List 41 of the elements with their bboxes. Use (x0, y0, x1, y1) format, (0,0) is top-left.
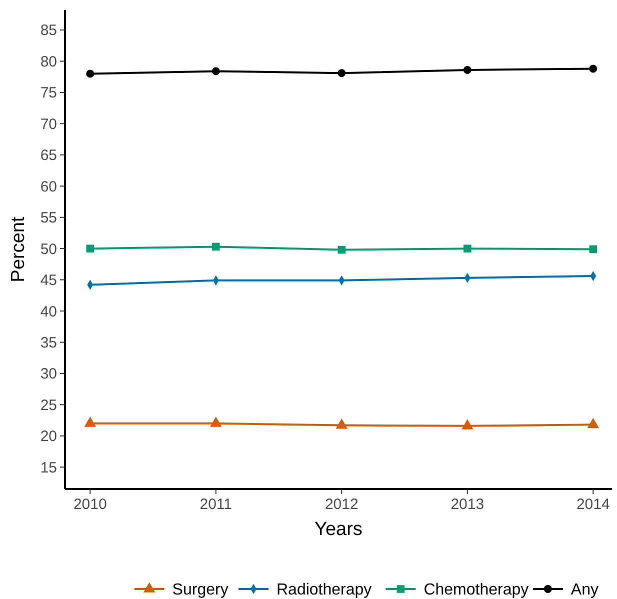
point (338, 69, 346, 78)
y-tick-label: 80 (40, 53, 57, 70)
y-axis-title: Percent (8, 216, 29, 282)
legend-label: Surgery (172, 582, 228, 599)
y-tick-label: 70 (40, 116, 57, 133)
point (84, 416, 96, 427)
x-tick-label: 2012 (324, 496, 358, 513)
y-tick-label: 65 (40, 147, 57, 164)
y-tick-label: 35 (40, 334, 57, 352)
y-tick-label: 40 (40, 303, 57, 320)
y-tick-label: 50 (40, 240, 57, 258)
point (212, 242, 220, 251)
legend-label: Chemotherapy (424, 582, 529, 599)
y-tick-label: 15 (40, 459, 57, 476)
legend-label: Radiotherapy (276, 582, 372, 599)
point (210, 416, 222, 427)
point (86, 244, 94, 252)
x-tick-label: 2014 (576, 496, 610, 513)
point (464, 244, 472, 252)
point (86, 70, 94, 78)
y-tick-label: 60 (40, 178, 57, 196)
point (589, 245, 598, 254)
x-tick-label: 2013 (450, 496, 484, 513)
point (212, 67, 220, 76)
point (336, 418, 348, 429)
x-tick-label: 2010 (73, 496, 107, 513)
y-tick-label: 30 (40, 366, 57, 383)
y-tick-label: 55 (40, 210, 57, 227)
y-tick-label: 85 (40, 22, 57, 40)
point (463, 66, 472, 74)
y-tick-label: 25 (40, 396, 57, 414)
point (338, 246, 346, 254)
y-tick-label: 20 (40, 428, 57, 446)
point (462, 419, 474, 430)
x-tick-label: 2011 (200, 496, 232, 513)
point (589, 64, 598, 73)
y-tick-label: 45 (40, 272, 57, 290)
point (587, 418, 600, 428)
x-axis-title: Years (314, 519, 362, 540)
y-tick-label: 75 (40, 84, 57, 102)
legend-label: Any (570, 582, 598, 599)
